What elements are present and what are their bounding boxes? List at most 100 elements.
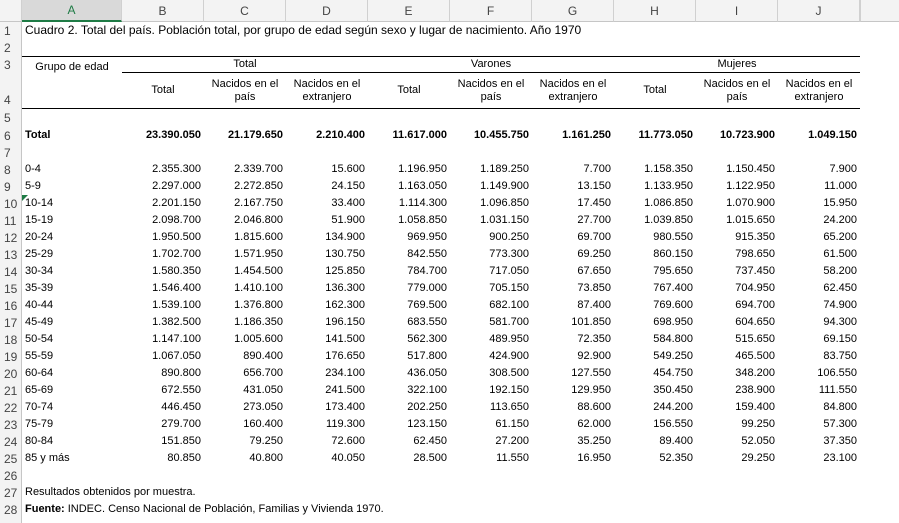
data-value: 682.100 <box>489 299 529 311</box>
total-value: 1.049.150 <box>808 129 857 141</box>
data-value: 795.650 <box>653 265 693 277</box>
data-value: 2.201.150 <box>152 197 201 209</box>
column-header[interactable]: E <box>368 0 450 22</box>
row-header[interactable]: 17 <box>0 314 22 331</box>
data-value: 1.539.100 <box>152 299 201 311</box>
data-value: 517.800 <box>407 350 447 362</box>
data-value: 1.376.800 <box>234 299 283 311</box>
row-header[interactable]: 22 <box>0 399 22 416</box>
column-header[interactable]: B <box>122 0 204 22</box>
data-value: 196.150 <box>325 316 365 328</box>
table-rule <box>22 56 860 57</box>
data-value: 784.700 <box>407 265 447 277</box>
data-value: 72.350 <box>577 333 611 345</box>
data-value: 436.050 <box>407 367 447 379</box>
row-header[interactable]: 16 <box>0 297 22 314</box>
data-value: 273.050 <box>243 401 283 413</box>
row-header[interactable]: 2 <box>0 39 22 56</box>
column-subheader: Nacidos en el extranjero <box>539 77 607 103</box>
row-header[interactable]: 8 <box>0 161 22 178</box>
row-header[interactable]: 3 <box>0 56 22 73</box>
data-value: 29.250 <box>741 452 775 464</box>
total-value: 10.723.900 <box>719 129 775 141</box>
row-header[interactable]: 1 <box>0 22 22 39</box>
data-value: 1.546.400 <box>152 282 201 294</box>
row-header[interactable]: 25 <box>0 450 22 467</box>
age-group: 40-44 <box>25 299 54 311</box>
row-header[interactable]: 21 <box>0 382 22 399</box>
data-value: 37.350 <box>823 435 857 447</box>
row-header[interactable]: 26 <box>0 467 22 484</box>
row-header[interactable]: 10 <box>0 195 22 212</box>
select-all[interactable] <box>0 0 22 22</box>
age-group: 80-84 <box>25 435 54 447</box>
data-value: 62.450 <box>823 282 857 294</box>
row-header[interactable]: 24 <box>0 433 22 450</box>
total-value: 1.161.250 <box>562 129 611 141</box>
row-header[interactable]: 4 <box>0 73 22 108</box>
column-header[interactable]: J <box>778 0 860 22</box>
data-value: 1.163.050 <box>398 180 447 192</box>
column-header[interactable]: A <box>22 0 122 22</box>
data-value: 67.650 <box>577 265 611 277</box>
column-header[interactable]: H <box>614 0 696 22</box>
column-header[interactable]: I <box>696 0 778 22</box>
data-value: 698.950 <box>653 316 693 328</box>
row-header[interactable]: 11 <box>0 212 22 229</box>
data-value: 130.750 <box>325 248 365 260</box>
total-value: 11.617.000 <box>392 129 447 141</box>
group-header: Varones <box>470 58 512 70</box>
age-group: 10-14 <box>25 197 54 209</box>
data-value: 1.150.450 <box>726 163 775 175</box>
data-value: 11.550 <box>496 452 529 464</box>
data-value: 80.850 <box>167 452 201 464</box>
row-header[interactable]: 27 <box>0 484 22 501</box>
data-value: 773.300 <box>489 248 529 260</box>
row-header[interactable]: 5 <box>0 108 22 126</box>
data-value: 94.300 <box>823 316 857 328</box>
data-value: 672.550 <box>161 384 201 396</box>
data-value: 1.070.900 <box>726 197 775 209</box>
data-value: 24.150 <box>331 180 365 192</box>
row-header[interactable]: 15 <box>0 280 22 297</box>
row-header[interactable]: 20 <box>0 365 22 382</box>
data-value: 980.550 <box>653 231 693 243</box>
row-header[interactable]: 7 <box>0 144 22 161</box>
data-value: 57.300 <box>823 418 857 430</box>
data-value: 489.950 <box>489 333 529 345</box>
row-header[interactable]: 19 <box>0 348 22 365</box>
data-value: 549.250 <box>653 350 693 362</box>
row-header-label: Grupo de edad <box>35 61 109 73</box>
data-value: 2.297.000 <box>152 180 201 192</box>
row-header[interactable]: 23 <box>0 416 22 433</box>
data-value: 2.272.850 <box>234 180 283 192</box>
row-header[interactable]: 6 <box>0 126 22 144</box>
column-header[interactable]: G <box>532 0 614 22</box>
row-header[interactable]: 28 <box>0 501 22 518</box>
row-header[interactable]: 9 <box>0 178 22 195</box>
age-group: 50-54 <box>25 333 54 345</box>
column-header[interactable]: F <box>450 0 532 22</box>
data-value: 15.950 <box>823 197 857 209</box>
footnote: Resultados obtenidos por muestra. <box>25 486 196 498</box>
data-value: 694.700 <box>735 299 775 311</box>
data-value: 99.250 <box>741 418 775 430</box>
row-header[interactable]: 13 <box>0 246 22 263</box>
data-value: 890.400 <box>243 350 283 362</box>
data-value: 348.200 <box>735 367 775 379</box>
row-header[interactable]: 14 <box>0 263 22 280</box>
total-label: Total <box>25 129 51 141</box>
row-header[interactable]: 12 <box>0 229 22 246</box>
age-group: 75-79 <box>25 418 54 430</box>
row-header[interactable]: 18 <box>0 331 22 348</box>
column-header[interactable]: D <box>286 0 368 22</box>
data-value: 308.500 <box>489 367 529 379</box>
data-value: 160.400 <box>243 418 283 430</box>
data-value: 1.031.150 <box>480 214 529 226</box>
column-header[interactable] <box>860 0 899 22</box>
data-value: 2.046.800 <box>234 214 283 226</box>
data-value: 2.355.300 <box>152 163 201 175</box>
data-value: 202.250 <box>407 401 447 413</box>
column-header[interactable]: C <box>204 0 286 22</box>
data-value: 101.850 <box>571 316 611 328</box>
